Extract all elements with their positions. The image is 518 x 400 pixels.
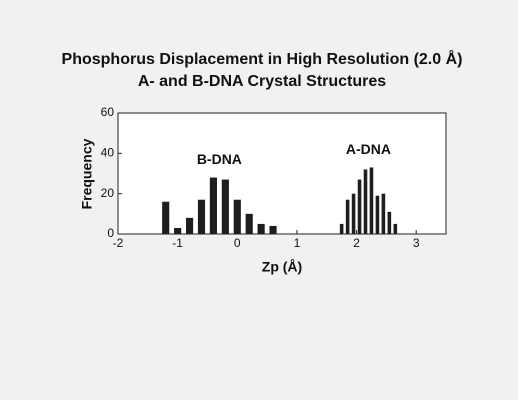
- bar: [387, 211, 392, 234]
- x-tick-label: -2: [113, 236, 124, 250]
- bar: [357, 179, 362, 234]
- y-tick-label: 0: [107, 226, 114, 240]
- plot-area: [117, 112, 447, 235]
- bar: [257, 223, 265, 234]
- bar: [375, 195, 380, 234]
- bar: [197, 199, 206, 234]
- y-axis-label: Frequency: [79, 138, 95, 209]
- series-label: A-DNA: [346, 141, 391, 157]
- x-tick-label: 2: [353, 236, 360, 250]
- bar: [221, 179, 229, 234]
- x-tick-label: 0: [234, 236, 241, 250]
- bar: [245, 213, 253, 234]
- x-axis-label: Zp (Å): [262, 259, 302, 275]
- bar: [174, 227, 182, 234]
- x-tick-label: -1: [172, 236, 183, 250]
- bar: [393, 223, 398, 234]
- bar: [185, 217, 194, 234]
- bar: [339, 223, 344, 234]
- bar: [381, 193, 386, 234]
- y-tick-label: 60: [101, 105, 115, 119]
- series-label: B-DNA: [197, 151, 242, 167]
- bar: [351, 193, 356, 234]
- bar: [209, 177, 217, 234]
- bar: [162, 201, 170, 234]
- bar: [233, 199, 241, 234]
- bar: [269, 225, 277, 234]
- chart-title: A- and B-DNA Crystal Structures: [138, 73, 386, 90]
- x-tick-label: 3: [413, 236, 420, 250]
- bar: [363, 169, 368, 234]
- chart-title: Phosphorus Displacement in High Resoluti…: [62, 49, 463, 68]
- y-tick-label: 20: [101, 186, 115, 200]
- x-tick-label: 1: [294, 236, 301, 250]
- bar: [345, 199, 350, 234]
- bar: [369, 167, 374, 234]
- y-tick-label: 40: [101, 146, 115, 160]
